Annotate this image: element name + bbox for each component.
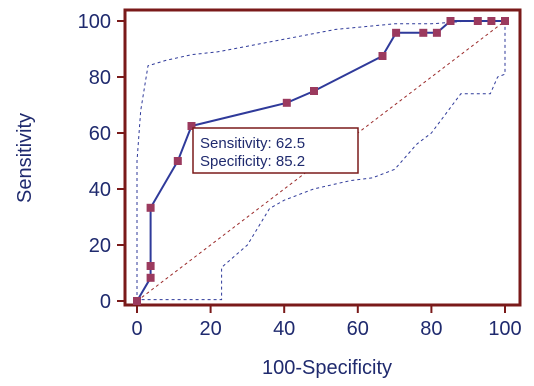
roc-point-marker xyxy=(432,28,441,37)
roc-point-marker xyxy=(378,52,387,60)
upper-confidence-bound-line xyxy=(136,20,505,301)
x-tick-label: 20 xyxy=(199,318,221,340)
y-tick-label: 100 xyxy=(78,11,111,33)
x-tick-label: 60 xyxy=(347,318,369,340)
annotation-line-1: Sensitivity: 62.5 xyxy=(200,135,305,152)
roc-point-marker xyxy=(501,17,509,25)
y-tick-label: 40 xyxy=(89,179,111,201)
annotation-box xyxy=(192,127,359,174)
roc-point-marker xyxy=(146,203,155,212)
lower-confidence-bound-line xyxy=(136,21,506,301)
roc-point-marker xyxy=(392,28,401,37)
roc-point-marker xyxy=(473,17,482,25)
roc-markers xyxy=(133,17,509,305)
roc-point-marker xyxy=(133,297,141,305)
annotation-line-2: Specificity: 85.2 xyxy=(200,153,305,170)
y-tick-label: 20 xyxy=(89,235,111,257)
roc-point-marker xyxy=(146,273,155,282)
y-tick-label: 60 xyxy=(89,123,111,145)
axis-ticks: 0 20 40 60 80 100 0 20 40 60 80 100 xyxy=(78,11,522,340)
y-axis-title: Sensitivity xyxy=(14,113,36,203)
roc-point-marker xyxy=(187,122,196,130)
roc-point-marker xyxy=(310,87,318,95)
reference-diagonal-line xyxy=(136,20,506,302)
roc-point-marker xyxy=(487,17,496,25)
roc-point-marker xyxy=(446,17,455,25)
y-tick-label: 80 xyxy=(89,67,111,89)
plot-frame xyxy=(123,8,522,307)
x-tick-label: 0 xyxy=(131,318,142,340)
roc-point-marker xyxy=(173,157,182,165)
roc-curve-line xyxy=(136,20,505,302)
x-tick-label: 80 xyxy=(420,318,442,340)
y-tick-label: 0 xyxy=(100,291,111,313)
roc-point-marker xyxy=(282,98,291,107)
roc-point-marker xyxy=(146,262,155,270)
x-axis-title: 100-Specificity xyxy=(262,357,392,379)
x-tick-label: 100 xyxy=(488,318,521,340)
annotation: Sensitivity: 62.5 Specificity: 85.2 xyxy=(192,127,359,174)
x-tick-label: 40 xyxy=(273,318,295,340)
plot-curves xyxy=(136,20,506,302)
roc-point-marker xyxy=(419,28,428,37)
